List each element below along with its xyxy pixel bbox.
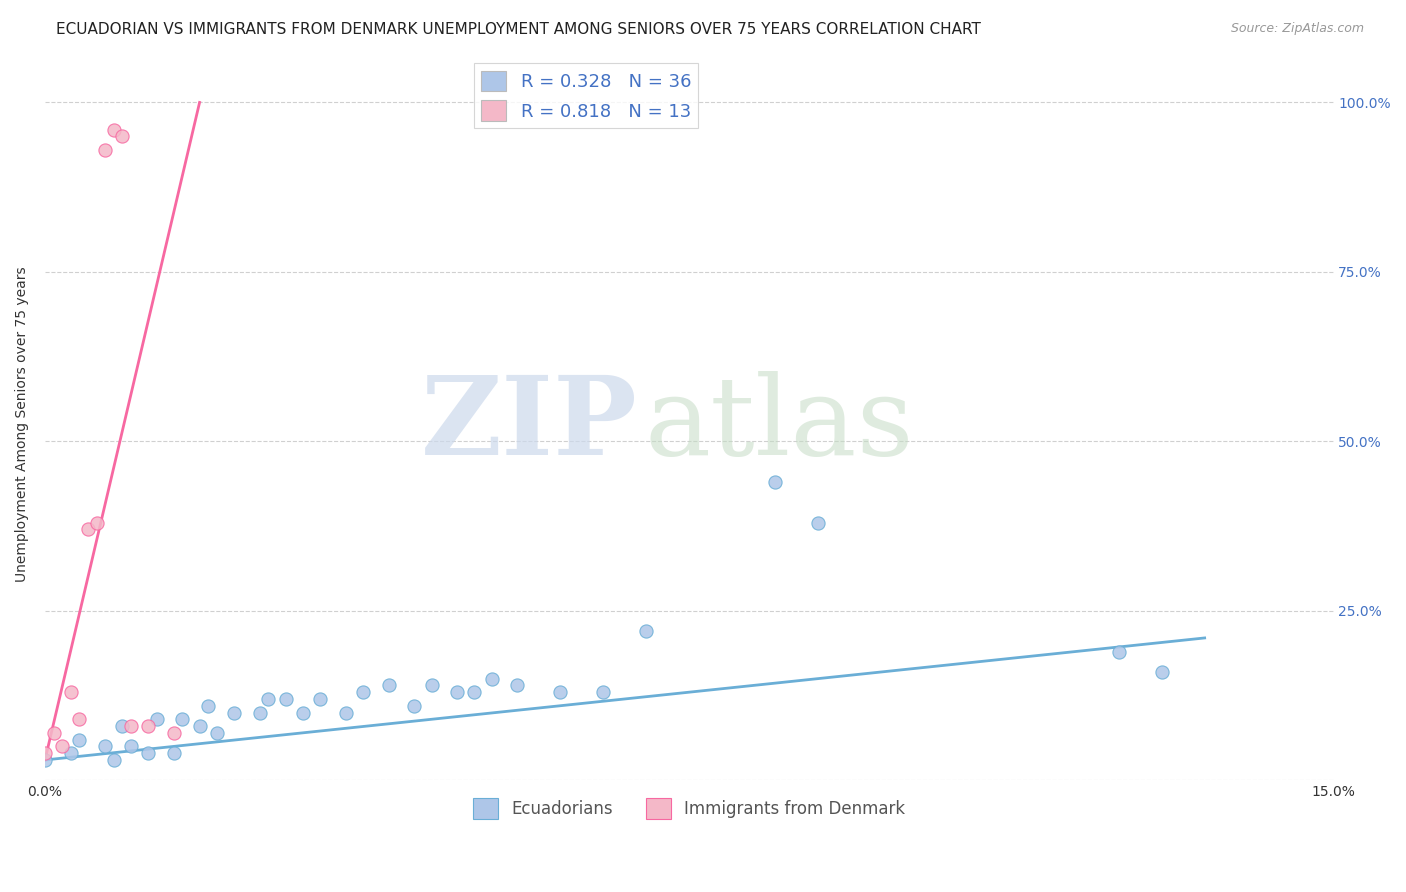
- Text: Source: ZipAtlas.com: Source: ZipAtlas.com: [1230, 22, 1364, 36]
- Point: [163, 746, 186, 760]
- Point: [257, 692, 280, 706]
- Point: [86, 516, 108, 530]
- Point: [506, 678, 529, 692]
- Point: [145, 712, 167, 726]
- Point: [188, 719, 211, 733]
- Point: [550, 685, 572, 699]
- Point: [222, 706, 245, 720]
- Point: [481, 672, 503, 686]
- Text: ZIP: ZIP: [420, 371, 638, 478]
- Text: ECUADORIAN VS IMMIGRANTS FROM DENMARK UNEMPLOYMENT AMONG SENIORS OVER 75 YEARS C: ECUADORIAN VS IMMIGRANTS FROM DENMARK UN…: [56, 22, 981, 37]
- Point: [103, 753, 125, 767]
- Point: [34, 753, 56, 767]
- Point: [291, 706, 314, 720]
- Point: [377, 678, 399, 692]
- Point: [592, 685, 614, 699]
- Text: atlas: atlas: [644, 371, 914, 478]
- Point: [51, 739, 73, 754]
- Point: [274, 692, 297, 706]
- Point: [94, 739, 117, 754]
- Point: [335, 706, 357, 720]
- Point: [205, 726, 228, 740]
- Point: [404, 698, 426, 713]
- Point: [1108, 644, 1130, 658]
- Point: [59, 746, 82, 760]
- Point: [120, 719, 142, 733]
- Point: [352, 685, 374, 699]
- Point: [1150, 665, 1173, 679]
- Point: [111, 129, 134, 144]
- Legend: Ecuadorians, Immigrants from Denmark: Ecuadorians, Immigrants from Denmark: [467, 792, 912, 825]
- Point: [308, 692, 330, 706]
- Point: [163, 726, 186, 740]
- Point: [807, 516, 830, 530]
- Point: [103, 122, 125, 136]
- Point: [136, 746, 159, 760]
- Point: [120, 739, 142, 754]
- Point: [77, 523, 100, 537]
- Y-axis label: Unemployment Among Seniors over 75 years: Unemployment Among Seniors over 75 years: [15, 267, 30, 582]
- Point: [67, 712, 90, 726]
- Point: [94, 143, 117, 157]
- Point: [136, 719, 159, 733]
- Point: [420, 678, 443, 692]
- Point: [197, 698, 219, 713]
- Point: [249, 706, 271, 720]
- Point: [59, 685, 82, 699]
- Point: [67, 732, 90, 747]
- Point: [763, 475, 786, 489]
- Point: [42, 726, 65, 740]
- Point: [636, 624, 658, 639]
- Point: [463, 685, 485, 699]
- Point: [34, 746, 56, 760]
- Point: [172, 712, 194, 726]
- Point: [446, 685, 468, 699]
- Point: [111, 719, 134, 733]
